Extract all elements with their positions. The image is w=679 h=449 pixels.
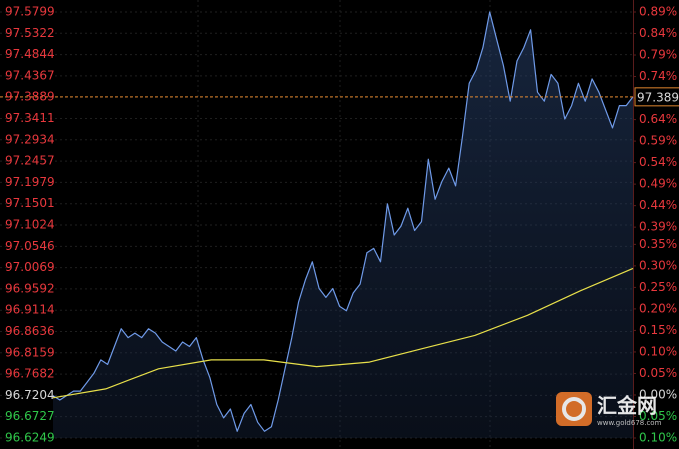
y-tick-label: 96.6727: [5, 409, 55, 423]
y-tick-label: 97.0069: [5, 260, 55, 274]
y-tick-label: 97.2457: [5, 154, 55, 168]
logo-swirl-inner: [574, 403, 582, 411]
y-tick-label: 97.1501: [5, 196, 55, 210]
plot: [0, 11, 634, 438]
y2-tick-label: 0.25%: [639, 280, 677, 294]
y2-tick-label: 0.59%: [639, 134, 677, 148]
last-price-label: 97.3897: [637, 90, 679, 104]
y2-tick-label: 0.54%: [639, 155, 677, 169]
area: [53, 12, 633, 438]
y2-tick-label: 0.05%: [639, 409, 677, 423]
y2-tick-label: 0.84%: [639, 26, 677, 40]
y2-tick-label: 0.39%: [639, 220, 677, 234]
y-tick-label: 97.1024: [5, 218, 55, 232]
y2-tick-label: 0.15%: [639, 323, 677, 337]
y-tick-label: 96.6249: [5, 431, 55, 445]
y-tick-label: 96.9114: [5, 303, 55, 317]
y2-tick-label: 0.64%: [639, 112, 677, 126]
y2-tick-label: 0.79%: [639, 48, 677, 62]
y-tick-label: 96.9592: [5, 281, 55, 295]
y2-tick-label: 0.05%: [639, 366, 677, 380]
y-tick-label: 96.8159: [5, 345, 55, 359]
y-tick-label: 97.2934: [5, 132, 55, 146]
y2-tick-label: 0.20%: [639, 301, 677, 315]
y2-tick-label: 0.00%: [639, 387, 677, 401]
y2-tick-label: 0.74%: [639, 69, 677, 83]
y-tick-label: 97.4367: [5, 68, 55, 82]
y2-tick-label: 0.35%: [639, 237, 677, 251]
watermark-url: www.gold678.com: [597, 419, 662, 427]
y-tick-label: 97.3889: [5, 90, 55, 104]
y-tick-label: 97.0546: [5, 239, 55, 253]
last-price-box: [634, 87, 679, 107]
y-tick-label: 97.5799: [5, 5, 55, 19]
y2-tick-label: 0.44%: [639, 198, 677, 212]
y2-tick-label: 0.49%: [639, 177, 677, 191]
average-line: [52, 267, 634, 399]
y2-tick-label: 0.10%: [639, 431, 677, 445]
watermark-name: 汇金网: [597, 394, 657, 418]
y2-tick-label: 0.30%: [639, 258, 677, 272]
labels: 97.5799 97.5322 97.4844 97.4367 97.3889 97.34…: [5, 5, 679, 445]
logo-swirl: [562, 397, 586, 421]
logo-icon: [556, 392, 592, 426]
y-tick-label: 97.1979: [5, 175, 55, 189]
price-line: [52, 11, 634, 432]
y-tick-label: 97.4844: [5, 47, 55, 61]
y-tick-label: 96.8636: [5, 324, 55, 338]
y-tick-label: 96.7682: [5, 367, 55, 381]
y2-tick-label: 0.89%: [639, 5, 677, 19]
y2-tick-label: 0.10%: [639, 344, 677, 358]
y-tick-label: 97.3411: [5, 111, 55, 125]
watermark: 汇金网 www.gold678.com: [556, 392, 662, 427]
y-tick-label: 97.5322: [5, 26, 55, 40]
y-tick-label: 96.7204: [5, 388, 55, 402]
